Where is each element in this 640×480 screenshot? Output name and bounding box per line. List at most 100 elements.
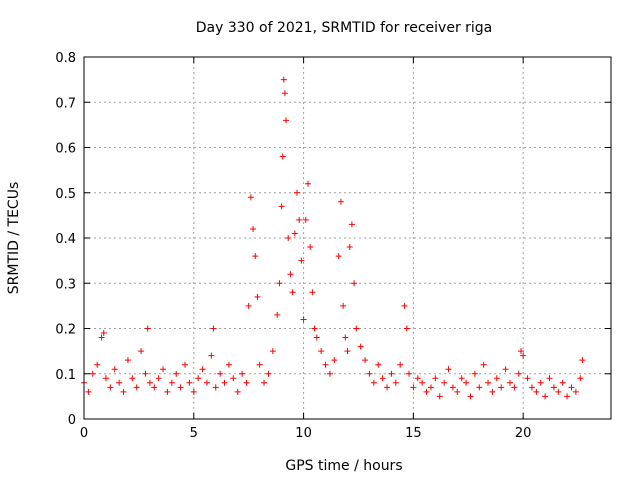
data-point bbox=[245, 302, 252, 309]
data-point bbox=[144, 325, 151, 332]
data-point bbox=[243, 379, 250, 386]
data-point bbox=[528, 384, 535, 391]
data-point bbox=[120, 388, 127, 395]
data-point bbox=[564, 393, 571, 400]
data-point bbox=[362, 357, 369, 364]
data-point bbox=[351, 280, 358, 287]
data-point bbox=[199, 366, 206, 373]
data-point bbox=[133, 384, 140, 391]
data-point bbox=[463, 379, 470, 386]
data-point bbox=[370, 379, 377, 386]
data-point bbox=[186, 379, 193, 386]
data-point bbox=[520, 352, 527, 359]
data-point bbox=[280, 76, 287, 83]
data-point bbox=[278, 203, 285, 210]
data-point bbox=[572, 388, 579, 395]
data-point bbox=[318, 348, 325, 355]
data-point bbox=[94, 361, 101, 368]
data-point bbox=[146, 379, 153, 386]
data-point bbox=[142, 370, 149, 377]
data-point bbox=[344, 348, 351, 355]
data-point bbox=[467, 393, 474, 400]
data-point bbox=[217, 370, 224, 377]
data-point bbox=[511, 384, 518, 391]
data-point bbox=[311, 325, 318, 332]
data-point bbox=[164, 388, 171, 395]
data-point bbox=[210, 325, 217, 332]
data-point bbox=[524, 375, 531, 382]
data-point bbox=[401, 302, 408, 309]
x-tick-label: 5 bbox=[190, 426, 198, 441]
data-point bbox=[342, 334, 349, 341]
data-point bbox=[555, 388, 562, 395]
data-point bbox=[337, 198, 344, 205]
data-point bbox=[111, 366, 118, 373]
data-point bbox=[300, 316, 307, 323]
data-point bbox=[124, 357, 131, 364]
data-point bbox=[506, 379, 513, 386]
data-point bbox=[307, 244, 314, 251]
data-point bbox=[471, 370, 478, 377]
data-point bbox=[239, 370, 246, 377]
data-point bbox=[379, 375, 386, 382]
data-point bbox=[89, 370, 96, 377]
data-point bbox=[348, 221, 355, 228]
data-point bbox=[577, 375, 584, 382]
data-point bbox=[559, 379, 566, 386]
data-point bbox=[298, 257, 305, 264]
data-point bbox=[550, 384, 557, 391]
data-point bbox=[302, 216, 309, 223]
data-points bbox=[81, 76, 586, 400]
x-tick-label: 0 bbox=[80, 426, 88, 441]
data-point bbox=[517, 348, 524, 355]
plot-frame bbox=[83, 56, 612, 420]
y-tick-label: 0.8 bbox=[55, 51, 76, 66]
data-point bbox=[304, 180, 311, 187]
data-point bbox=[261, 379, 268, 386]
data-point bbox=[579, 357, 586, 364]
data-point bbox=[427, 384, 434, 391]
data-point bbox=[515, 370, 522, 377]
data-point bbox=[160, 366, 167, 373]
data-point bbox=[423, 388, 430, 395]
y-tick-label: 0.1 bbox=[55, 368, 76, 383]
y-tick-label: 0.2 bbox=[55, 323, 76, 338]
data-point bbox=[269, 348, 276, 355]
data-point bbox=[498, 384, 505, 391]
data-point bbox=[331, 357, 338, 364]
data-point bbox=[252, 253, 259, 260]
data-point bbox=[195, 375, 202, 382]
data-point bbox=[568, 384, 575, 391]
data-point bbox=[493, 375, 500, 382]
x-axis-label: GPS time / hours bbox=[285, 458, 402, 474]
data-point bbox=[293, 189, 300, 196]
data-point bbox=[335, 253, 342, 260]
axis-ticks: 0 5 10 15 20 0 0.1 0.2 0.3 0.4 0.5 0.6 0.7 0.8 bbox=[55, 51, 611, 441]
data-point bbox=[489, 388, 496, 395]
data-point bbox=[138, 348, 145, 355]
data-point bbox=[419, 379, 426, 386]
grid bbox=[84, 57, 611, 419]
y-tick-label: 0.6 bbox=[55, 142, 76, 157]
data-point bbox=[287, 271, 294, 278]
data-point bbox=[107, 384, 114, 391]
data-point bbox=[458, 375, 465, 382]
data-point bbox=[441, 379, 448, 386]
data-point bbox=[392, 379, 399, 386]
data-point bbox=[291, 230, 298, 237]
data-point bbox=[414, 375, 421, 382]
data-point bbox=[502, 366, 509, 373]
data-point bbox=[230, 375, 237, 382]
data-point bbox=[533, 388, 540, 395]
data-point bbox=[173, 370, 180, 377]
data-point bbox=[182, 361, 189, 368]
data-point bbox=[208, 352, 215, 359]
data-point bbox=[116, 379, 123, 386]
y-tick-label: 0.7 bbox=[55, 96, 76, 111]
data-point bbox=[190, 388, 197, 395]
data-point bbox=[285, 235, 292, 241]
data-point bbox=[212, 384, 219, 391]
data-point bbox=[265, 370, 272, 377]
data-point bbox=[476, 384, 483, 391]
y-tick-label: 0 bbox=[68, 413, 76, 428]
